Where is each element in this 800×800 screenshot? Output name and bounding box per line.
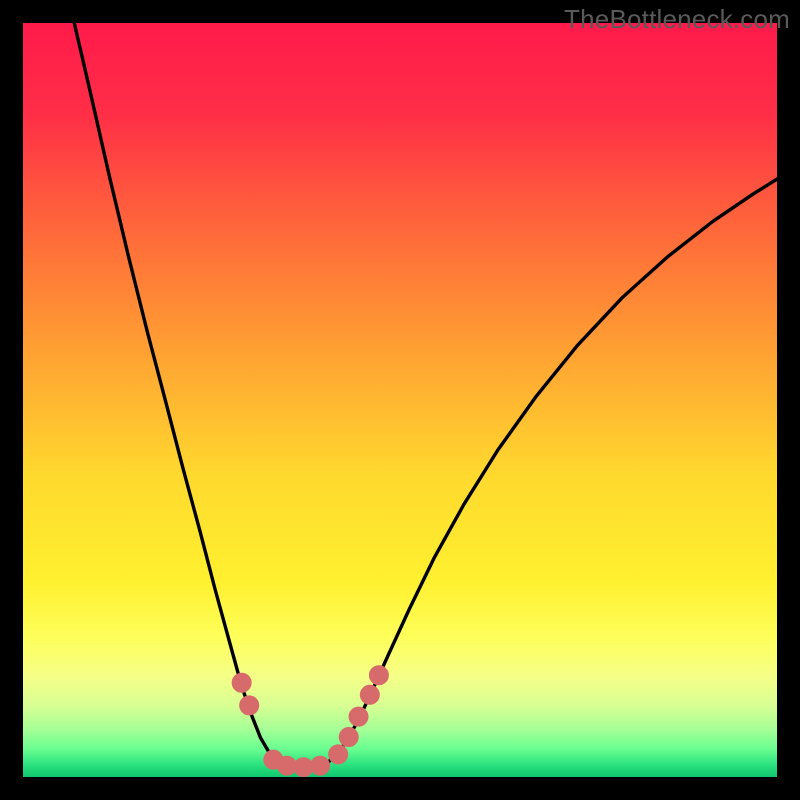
data-marker	[232, 673, 251, 692]
watermark-text: TheBottleneck.com	[564, 4, 790, 35]
data-marker	[349, 707, 368, 726]
data-marker	[369, 666, 388, 685]
data-marker	[360, 685, 379, 704]
data-marker	[329, 745, 348, 764]
data-marker	[294, 758, 313, 777]
chart-frame: TheBottleneck.com	[0, 0, 800, 800]
data-marker	[311, 756, 330, 775]
bottleneck-chart-svg	[23, 23, 777, 777]
gradient-background	[23, 23, 777, 777]
plot-area	[23, 23, 777, 777]
data-marker	[240, 696, 259, 715]
data-marker	[277, 756, 296, 775]
data-marker	[339, 728, 358, 747]
